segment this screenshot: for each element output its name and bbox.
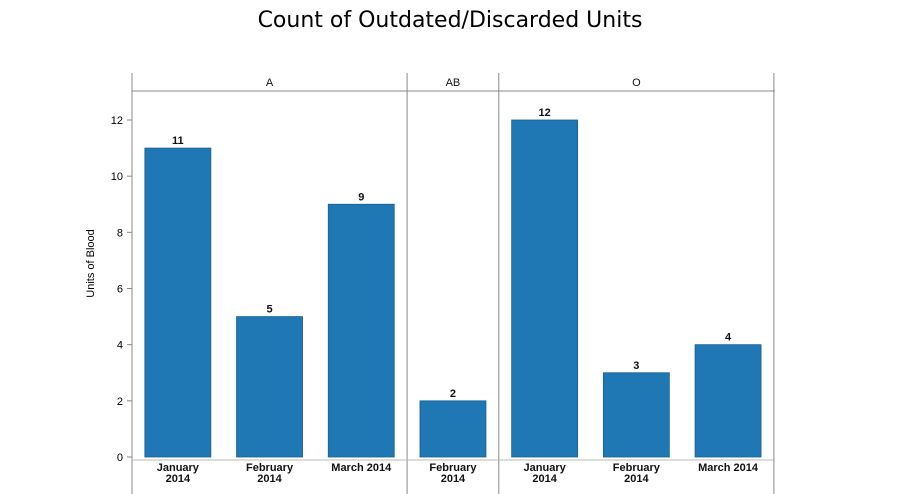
bars-layer (144, 119, 762, 458)
x-category-label: March 2014 (331, 462, 392, 474)
y-tick-label: 6 (117, 284, 123, 296)
x-category-label: February (613, 462, 661, 474)
chart-title: Count of Outdated/Discarded Units (257, 8, 643, 33)
x-category-label: February (246, 462, 294, 474)
y-tick-label: 10 (111, 171, 123, 183)
x-category-label: 2014 (532, 473, 557, 485)
bar (602, 372, 670, 458)
x-category-label: January (157, 462, 200, 474)
x-category-label: January (524, 462, 567, 474)
data-label: 2 (450, 388, 456, 400)
data-label: 3 (633, 360, 639, 372)
data-label: 5 (266, 304, 272, 316)
y-tick-label: 12 (111, 115, 123, 127)
y-tick-label: 8 (117, 227, 123, 239)
y-tick-label: 4 (117, 340, 123, 352)
y-tick-label: 0 (117, 452, 123, 464)
x-category-label: March 2014 (698, 462, 759, 474)
data-label: 4 (725, 332, 732, 344)
x-category-label: 2014 (166, 473, 191, 485)
data-label: 11 (172, 135, 184, 147)
y-axis-label: Units of Blood (85, 229, 97, 297)
panel-label-a: A (266, 77, 274, 89)
x-category-label: 2014 (257, 473, 282, 485)
panel-label-ab: AB (446, 77, 461, 89)
x-category-label: 2014 (441, 473, 466, 485)
bar (419, 400, 487, 458)
x-category-label: 2014 (624, 473, 649, 485)
bar (144, 147, 212, 458)
panel-label-o: O (632, 77, 641, 89)
bar (236, 316, 303, 458)
bar (511, 119, 579, 458)
bar (327, 203, 395, 458)
axes-layer: 0 2 4 6 8 10 12 Units of Blood (85, 73, 775, 494)
bar (694, 344, 762, 458)
x-category-label: February (429, 462, 477, 474)
data-label: 9 (358, 191, 364, 203)
data-label: 12 (539, 107, 551, 119)
y-tick-label: 2 (117, 396, 123, 408)
